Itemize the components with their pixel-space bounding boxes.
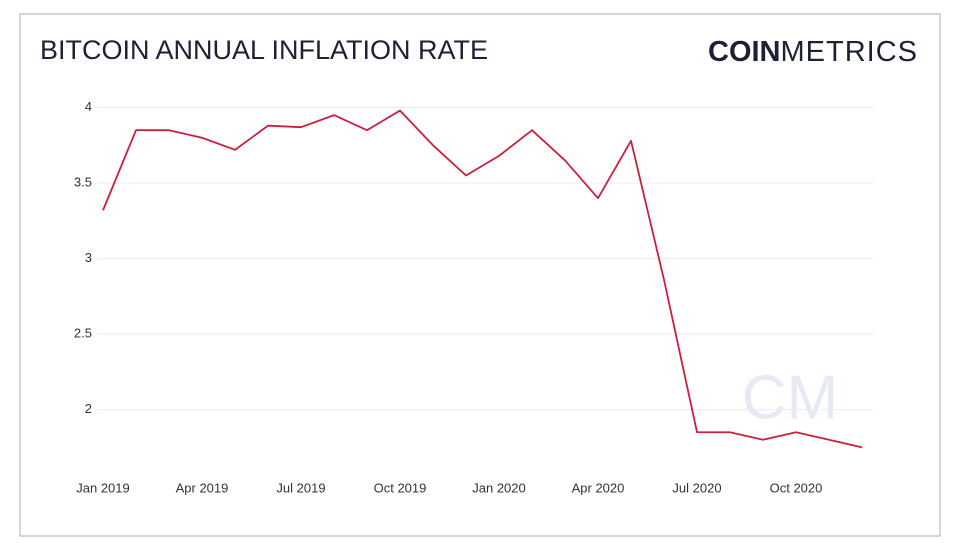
y-tick-label: 3 (85, 250, 92, 265)
plot: 2 2.5 3 3.5 4 Jan 2019 Apr 2019 Jul 2019 Oct 201… (74, 99, 874, 495)
watermark: CM (742, 363, 838, 432)
x-tick-label: Jul 2019 (276, 480, 325, 495)
y-tick-label: 2 (85, 401, 92, 416)
x-tick-label: Jan 2020 (472, 480, 526, 495)
x-tick-label: Oct 2019 (374, 480, 427, 495)
logo-bold: COIN (708, 36, 781, 68)
x-tick-label: Apr 2020 (572, 480, 625, 495)
x-tick-label: Oct 2020 (770, 480, 823, 495)
frame (19, 13, 941, 537)
x-tick-label: Jan 2019 (76, 480, 130, 495)
logo-light: METRICS (781, 36, 919, 68)
x-tick-label: Apr 2019 (176, 480, 229, 495)
line (102, 109, 863, 449)
x-tick-label: Jul 2020 (672, 480, 721, 495)
chart-title: BITCOIN ANNUAL INFLATION RATE (40, 35, 488, 65)
y-tick-label: 2.5 (74, 326, 92, 341)
logo: COINMETRICS (708, 36, 918, 68)
y-tick-label: 3.5 (74, 174, 92, 189)
y-tick-label: 4 (85, 99, 92, 114)
